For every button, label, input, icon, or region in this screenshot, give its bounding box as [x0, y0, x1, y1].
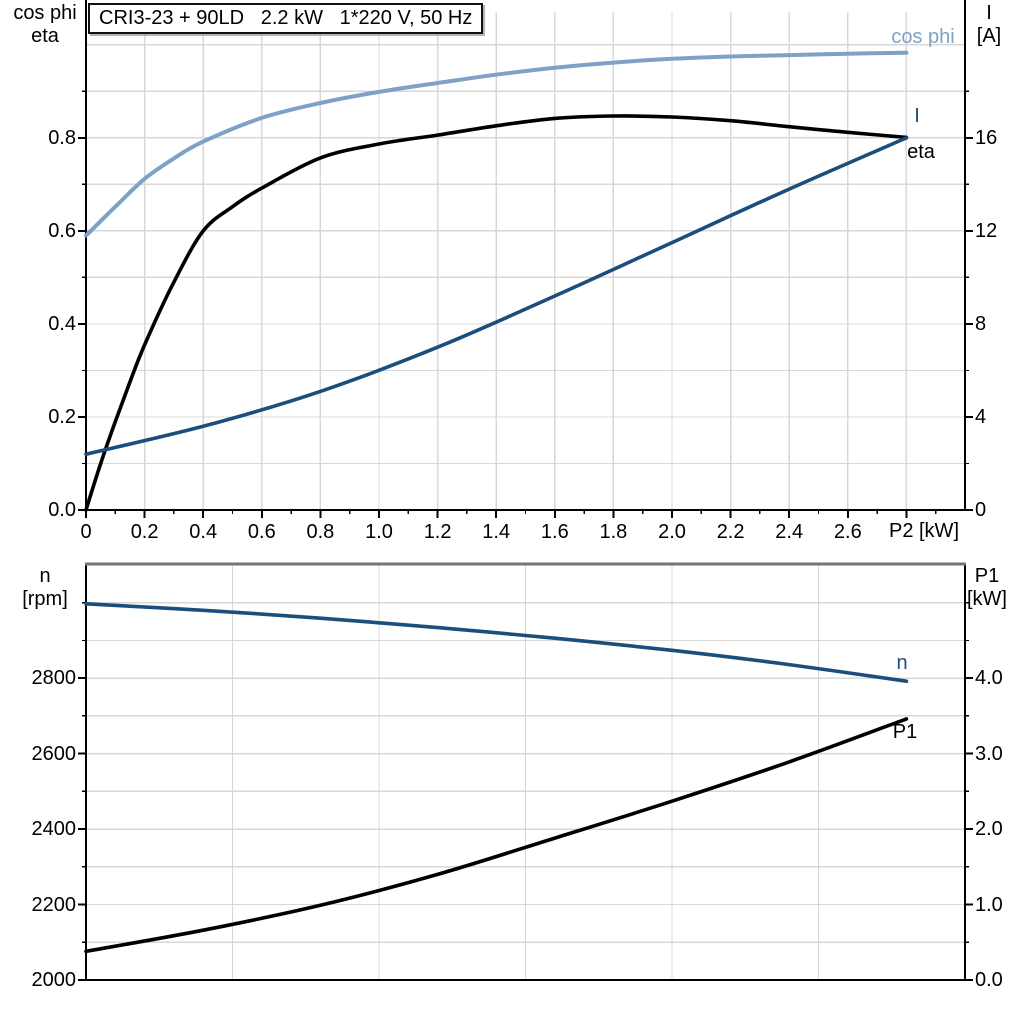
- axis-title-line: [A]: [976, 25, 1002, 47]
- top-left-tick-label: 0.0: [48, 499, 76, 521]
- top-right-tick-label: 8: [975, 312, 987, 335]
- top-x-tick-label: 0.6: [247, 521, 276, 543]
- curve-P1: [84, 717, 909, 954]
- top-right-tick-label: 16: [975, 126, 998, 149]
- axis-title-line: cos phi: [13, 2, 77, 24]
- curve-label-speed: n: [896, 652, 908, 674]
- curve-label-cos-phi: cos phi: [891, 26, 955, 48]
- top-x-tick-label: 1.4: [482, 521, 511, 543]
- axis-title-line: I: [986, 2, 992, 24]
- bottom-left-tick-label: 2000: [31, 969, 77, 991]
- bottom-right-tick-label: 1.0: [975, 893, 1003, 916]
- curve-eta: [84, 114, 909, 512]
- bottom-right-axis-title: P1 [kW]: [954, 565, 1020, 611]
- curve-label-p1: P1: [892, 721, 918, 743]
- axis-title-line: n: [39, 565, 51, 587]
- top-x-tick-label: 2.4: [775, 521, 804, 543]
- bottom-left-tick-label: 2400: [31, 818, 77, 841]
- top-x-tick-label: 0.4: [189, 521, 218, 543]
- top-right-tick-label: 4: [975, 405, 987, 428]
- axis-title-line: [kW]: [967, 588, 1007, 610]
- curve-n: [84, 602, 909, 683]
- top-x-tick-label: 0.8: [306, 521, 335, 543]
- curve-cos-phi: [84, 50, 909, 238]
- top-right-tick-label: 0: [975, 499, 987, 521]
- curve-I: [84, 136, 909, 456]
- top-right-axis-title: I [A]: [958, 2, 1020, 48]
- bottom-right-tick-label: 4.0: [975, 667, 1003, 690]
- top-x-tick-label: 0.2: [130, 521, 159, 543]
- bottom-left-axis-title: n [rpm]: [4, 565, 86, 611]
- top-x-tick-label: 1.8: [599, 521, 628, 543]
- bottom-left-tick-label: 2800: [31, 667, 77, 690]
- top-x-tick-label: 1.0: [365, 521, 393, 543]
- top-right-tick-label: 12: [975, 219, 998, 242]
- x-axis-unit-label: P2 [kW]: [888, 520, 959, 542]
- top-x-tick-label: 0: [80, 521, 92, 543]
- axis-title-line: eta: [31, 25, 59, 47]
- top-chart-grid: [86, 12, 965, 510]
- axis-title-line: [rpm]: [22, 588, 68, 610]
- bottom-chart-grid: [86, 565, 965, 980]
- bottom-right-tick-label: 0.0: [975, 969, 1003, 991]
- top-left-tick-label: 0.2: [48, 405, 76, 428]
- bottom-right-tick-label: 2.0: [975, 818, 1003, 841]
- axis-title-line: P1: [974, 565, 1000, 587]
- bottom-chart-curves: [84, 602, 909, 954]
- top-left-tick-label: 0.6: [48, 219, 76, 242]
- top-left-axis-title: cos phi eta: [4, 2, 86, 48]
- chart-title-box: CRI3-23 + 90LD 2.2 kW 1*220 V, 50 Hz: [88, 3, 484, 34]
- top-left-tick-label: 0.4: [48, 312, 76, 335]
- bottom-chart-frame: [78, 562, 973, 981]
- top-x-tick-label: 2.2: [716, 521, 745, 543]
- top-x-tick-label: 2.0: [658, 521, 686, 543]
- top-chart-frame: [78, 0, 973, 518]
- curve-label-eta: eta: [907, 141, 935, 163]
- top-x-tick-label: 1.6: [540, 521, 569, 543]
- top-x-tick-label: 2.6: [833, 521, 862, 543]
- bottom-right-tick-label: 3.0: [975, 742, 1003, 765]
- top-left-tick-label: 0.8: [48, 126, 76, 149]
- bottom-left-tick-label: 2600: [31, 742, 77, 765]
- curve-label-current: I: [914, 105, 920, 127]
- top-x-tick-label: 1.2: [423, 521, 452, 543]
- bottom-left-tick-label: 2200: [31, 893, 77, 916]
- top-chart-curves: [84, 50, 909, 512]
